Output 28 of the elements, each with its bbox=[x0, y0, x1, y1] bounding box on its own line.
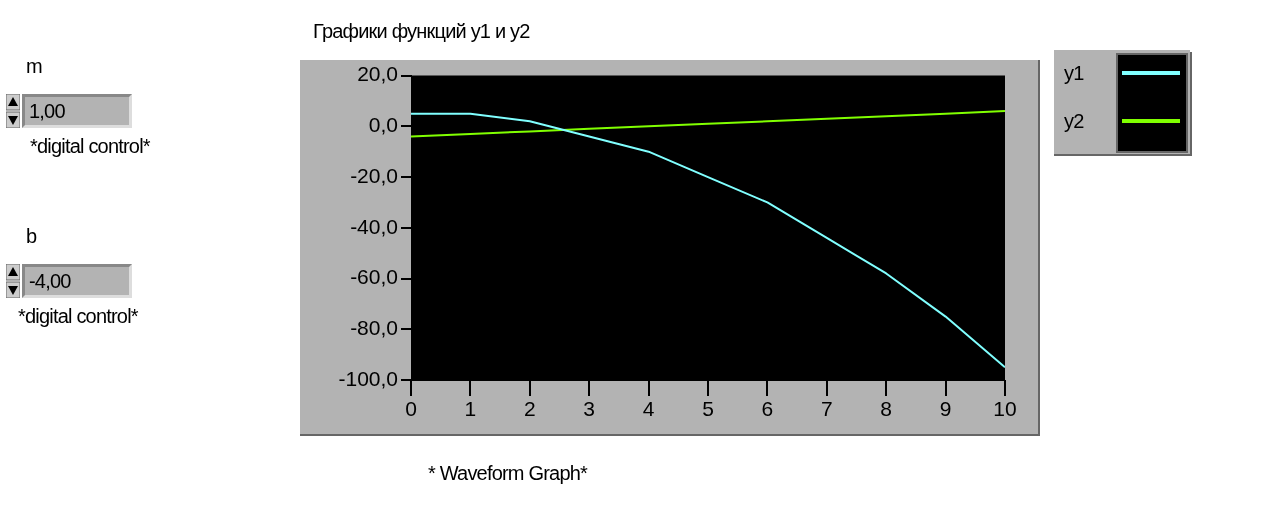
text: *digital control* bbox=[18, 305, 138, 328]
x-tick-label: 7 bbox=[820, 397, 833, 421]
x-tick-label: 5 bbox=[702, 397, 714, 421]
y-tick-label: -60,0 bbox=[350, 265, 398, 289]
y-tick-label: -80,0 bbox=[350, 316, 398, 340]
legend-label: y1 bbox=[1064, 62, 1084, 85]
chart-title: Графики функций y1 и y2 bbox=[313, 20, 530, 43]
x-tick-label: 2 bbox=[523, 397, 536, 421]
y-tick-label: 20,0 bbox=[357, 62, 398, 86]
x-tick-label: 0 bbox=[405, 397, 417, 421]
text: *digital control* bbox=[30, 135, 150, 158]
text: * Waveform Graph* bbox=[428, 462, 588, 485]
y-tick-label: -20,0 bbox=[350, 163, 398, 187]
text: b bbox=[26, 225, 37, 248]
y-tick-label: 0,0 bbox=[368, 113, 398, 137]
x-tick-label: 3 bbox=[583, 397, 596, 421]
text: -4,00 bbox=[22, 264, 132, 298]
x-tick-label: 1 bbox=[464, 397, 477, 421]
y-tick-label: -100,0 bbox=[338, 366, 398, 390]
x-tick-label: 9 bbox=[939, 397, 952, 421]
x-tick-label: 4 bbox=[642, 397, 655, 421]
y-tick-label: -40,0 bbox=[350, 214, 398, 238]
x-tick-label: 10 bbox=[993, 397, 1017, 421]
text: 1,00 bbox=[22, 94, 132, 128]
x-tick-label: 6 bbox=[761, 397, 774, 421]
x-tick-label: 8 bbox=[880, 397, 893, 421]
text: m bbox=[26, 55, 42, 78]
legend-label: y2 bbox=[1064, 110, 1084, 133]
